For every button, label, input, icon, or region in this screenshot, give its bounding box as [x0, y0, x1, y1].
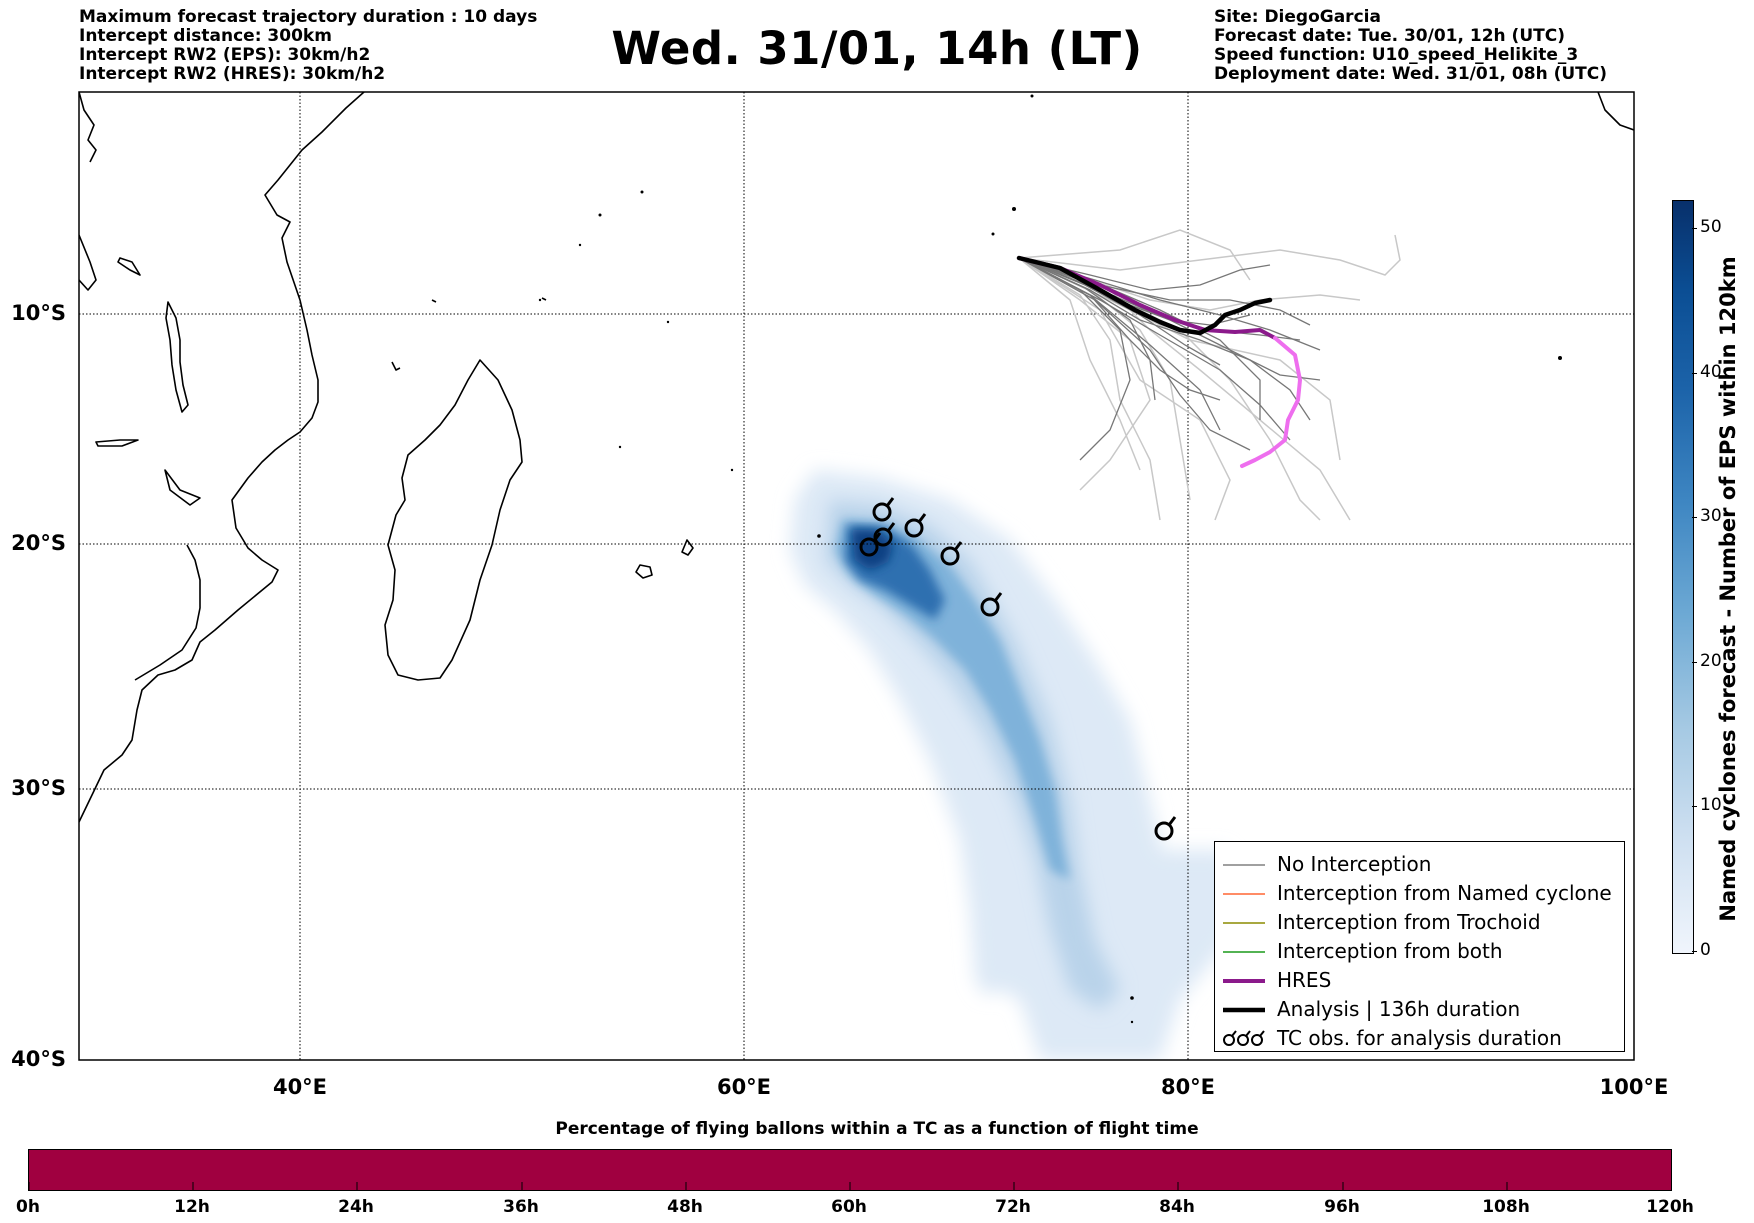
colorbar-tick-mark: [1692, 517, 1697, 518]
flight-time-tick: 60h: [831, 1197, 867, 1217]
lon-label: 80°E: [1160, 1075, 1216, 1099]
small-islands: [538, 94, 1562, 1024]
colorbar-tick-label: 50: [1700, 217, 1722, 237]
colorbar-tick-label: 30: [1700, 506, 1722, 526]
flight-time-tick: 24h: [338, 1197, 374, 1217]
flight-time-tick: 12h: [174, 1197, 210, 1217]
colorbar-tick-label: 10: [1700, 795, 1722, 815]
legend-item: No Interception: [1215, 850, 1624, 879]
legend-label: TC obs. for analysis duration: [1277, 1026, 1562, 1050]
legend-item: TC obs. for analysis duration: [1215, 1024, 1624, 1053]
tc-obs-icons: [859, 497, 1177, 841]
header-line: Forecast date: Tue. 30/01, 12h (UTC): [1214, 26, 1565, 46]
cyclone-icon: [872, 497, 895, 522]
legend-item: Interception from Named cyclone: [1215, 879, 1624, 908]
colorbar-tick-label: 20: [1700, 651, 1722, 671]
header-line: Intercept RW2 (EPS): 30km/h2: [79, 45, 371, 65]
legend-line-swatch: [1223, 979, 1265, 983]
cyclone-icon: [980, 592, 1003, 617]
colorbar-tick-mark: [1692, 662, 1697, 663]
colorbar-tick-mark: [1692, 951, 1697, 952]
colorbar-tick-mark: [1692, 373, 1697, 374]
lat-label: 30°S: [11, 776, 66, 800]
colorbar-tick-mark: [1692, 228, 1697, 229]
legend-label: HRES: [1277, 968, 1332, 992]
page-title: Wed. 31/01, 14h (LT): [611, 22, 1143, 75]
cyclone-icon: [1154, 816, 1177, 841]
flight-time-tick: 48h: [667, 1197, 703, 1217]
header-info-right: Site: DiegoGarcia Forecast date: Tue. 30…: [1214, 8, 1607, 84]
cyclone-icon: [1223, 1030, 1265, 1046]
coastlines: [79, 92, 1634, 823]
legend-label: No Interception: [1277, 852, 1432, 876]
map-frame: [78, 91, 1635, 1061]
header-line: Intercept distance: 300km: [79, 26, 332, 46]
map-legend: No Interception Interception from Named …: [1214, 841, 1625, 1052]
cyclone-icon: [904, 513, 927, 538]
flight-time-tick: 96h: [1324, 1197, 1360, 1217]
colorbar-tick-mark: [1692, 806, 1697, 807]
cyclone-icon: [940, 541, 963, 566]
header-line: Site: DiegoGarcia: [1214, 7, 1381, 27]
colorbar-tick-label: 40: [1700, 362, 1722, 382]
lon-label: 60°E: [716, 1075, 772, 1099]
colorbar-tick-label: 0: [1700, 940, 1711, 960]
legend-line-swatch: [1223, 893, 1265, 895]
legend-line-swatch: [1223, 1007, 1265, 1013]
flight-time-tick: 36h: [503, 1197, 539, 1217]
legend-item: Interception from both: [1215, 937, 1624, 966]
legend-item: Interception from Trochoid: [1215, 908, 1624, 937]
legend-label: Interception from Trochoid: [1277, 910, 1541, 934]
flight-time-bar-title: Percentage of flying ballons within a TC…: [555, 1119, 1199, 1139]
lon-label: 40°E: [272, 1075, 328, 1099]
eps-density-shading: [790, 470, 1240, 1060]
flight-time-tick: 120h: [1646, 1197, 1694, 1217]
header-line: Deployment date: Wed. 31/01, 08h (UTC): [1214, 64, 1608, 84]
legend-label: Analysis | 136h duration: [1277, 997, 1521, 1021]
flight-time-bar: [28, 1149, 1672, 1191]
legend-line-swatch: [1223, 922, 1265, 924]
header-line: Intercept RW2 (HRES): 30km/h2: [79, 64, 386, 84]
flight-time-tick: 0h: [16, 1197, 40, 1217]
legend-label: Interception from both: [1277, 939, 1503, 963]
legend-item: HRES: [1215, 966, 1624, 995]
cyclone-icon: [873, 522, 896, 547]
header-info-left: Maximum forecast trajectory duration : 1…: [79, 8, 537, 84]
analysis-track: [1016, 255, 1273, 336]
graticule: [79, 92, 1634, 1060]
legend-line-swatch: [1223, 951, 1265, 953]
header-line: Maximum forecast trajectory duration : 1…: [79, 7, 538, 27]
flight-time-tick: 84h: [1159, 1197, 1195, 1217]
lat-label: 20°S: [11, 531, 66, 555]
flight-time-tick: 72h: [995, 1197, 1031, 1217]
colorbar-axis-label: Named cyclones forecast - Number of EPS …: [1716, 256, 1740, 922]
legend-item: Analysis | 136h duration: [1215, 995, 1624, 1024]
legend-label: Interception from Named cyclone: [1277, 881, 1612, 905]
legend-line-swatch: [1223, 864, 1265, 866]
header-line: Speed function: U10_speed_Helikite_3: [1214, 45, 1579, 65]
lat-label: 10°S: [11, 301, 66, 325]
lon-label: 100°E: [1599, 1075, 1669, 1099]
flight-time-tick: 108h: [1482, 1197, 1530, 1217]
eps-colorbar: [1672, 200, 1694, 954]
lat-label: 40°S: [11, 1047, 66, 1071]
